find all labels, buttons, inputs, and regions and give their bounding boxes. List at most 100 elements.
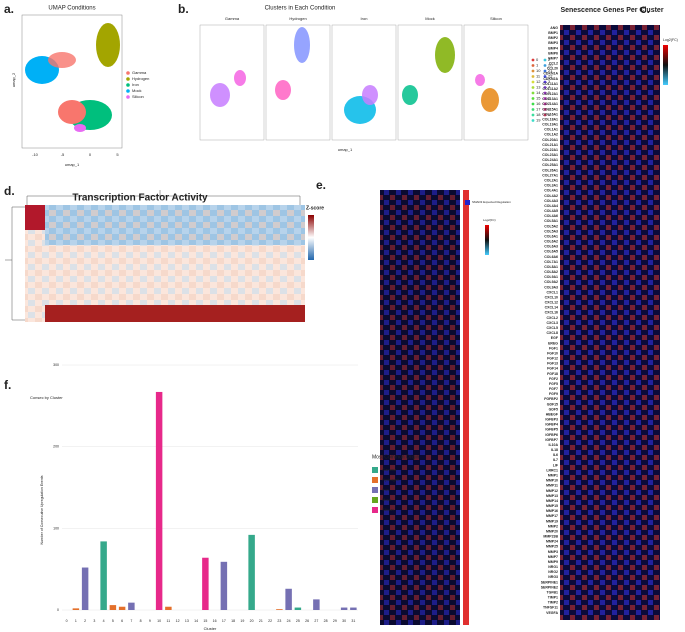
- gene-label: CDKN2A: [543, 77, 558, 81]
- gene-label: COL6A3: [544, 245, 558, 249]
- panel-label: d.: [4, 184, 15, 198]
- bar: [100, 541, 107, 610]
- x-tick-label: 4: [103, 619, 105, 623]
- gene-label: COL4A6: [544, 214, 558, 218]
- legend-label: Iron: [132, 82, 139, 87]
- x-tick-label: 9: [149, 619, 151, 623]
- legend-label: Hydrogen: [132, 76, 149, 81]
- chart-title: Consec by Cluster: [30, 395, 63, 400]
- legend-swatch: [543, 58, 547, 62]
- legend-label: Silicon: [132, 94, 144, 99]
- legend-label: 20: [548, 63, 553, 68]
- x-tick-label: 31: [351, 619, 355, 623]
- x-tick-label: 21: [259, 619, 263, 623]
- panel-label: a.: [4, 2, 14, 16]
- gene-label: COL4A5: [544, 209, 558, 213]
- panel-label: f.: [4, 378, 11, 392]
- legend-swatch: [531, 75, 535, 78]
- gene-label: FGF7: [549, 387, 558, 391]
- facet-label: Hydrogen: [289, 16, 306, 21]
- title: Senescence Genes Per Cluster: [560, 7, 663, 14]
- legend-label: 18: [536, 112, 541, 117]
- legend-label: 5: [548, 90, 551, 95]
- x-tick-label: 6: [121, 619, 123, 623]
- legend-swatch: [543, 97, 547, 100]
- facet-label: Gamma: [225, 16, 240, 21]
- gene-label: IL7: [553, 458, 558, 462]
- gene-label: FGF12: [547, 357, 558, 361]
- legend-label: 8: [548, 107, 551, 112]
- gene-label: TNFSF11: [543, 606, 558, 610]
- gene-label: COL24A1: [542, 158, 558, 162]
- x-tick-label: 23: [277, 619, 281, 623]
- legend-label: Gamma: [132, 70, 147, 75]
- x-tick-label: -10: [32, 152, 39, 157]
- legend-label: 21: [548, 68, 553, 73]
- bar: [294, 607, 302, 610]
- x-tick-label: -5: [61, 152, 65, 157]
- gene-label: CXCL10: [545, 295, 558, 299]
- x-tick-label: 8: [140, 619, 142, 623]
- gene-label: ANG: [550, 26, 558, 30]
- gene-label: MMP24: [546, 540, 558, 544]
- x-tick-label: 25: [296, 619, 300, 623]
- gene-label: CXCL16: [545, 311, 558, 315]
- x-tick-label: 24: [287, 619, 291, 623]
- x-tick-label: 7: [130, 619, 132, 623]
- gene-label: BMP1: [548, 31, 558, 35]
- title: Transcription Factor Activity: [72, 193, 208, 204]
- x-tick-label: 1: [75, 619, 77, 623]
- gene-label: LRRC1: [546, 468, 558, 472]
- gene-label: FGF5: [549, 382, 558, 386]
- x-tick-label: 18: [231, 619, 235, 623]
- legend-swatch: [372, 477, 378, 483]
- gene-label: VEGFA: [546, 611, 558, 615]
- x-tick-label: 16: [213, 619, 217, 623]
- gene-label: TGFB1: [547, 590, 559, 594]
- gene-label: COL1A1: [544, 128, 558, 132]
- gene-label: CXCL12: [545, 301, 558, 305]
- x-tick-label: 0: [66, 619, 68, 623]
- gene-label: COL21A1: [542, 143, 558, 147]
- gene-label: MMP1: [548, 474, 558, 478]
- gene-label: CXCL2: [547, 316, 559, 320]
- legend-label: 0: [536, 57, 539, 62]
- legend-swatch: [531, 102, 535, 106]
- x-tick-label: 19: [240, 619, 244, 623]
- gene-label: CXCL8: [547, 331, 559, 335]
- gene-label: TIMP1: [548, 596, 558, 600]
- gene-label: MMP10: [546, 479, 558, 483]
- gene-label: FGF18: [547, 372, 558, 376]
- gene-label: NRG1: [548, 565, 558, 569]
- gene-label: IGFBP5: [545, 428, 558, 432]
- gene-label: COL5A1: [544, 219, 558, 223]
- gene-label: COL14A1: [542, 102, 558, 106]
- gene-label: COL4A3: [544, 199, 558, 203]
- panel-label: b.: [178, 2, 189, 16]
- legend-swatch: [543, 80, 547, 84]
- legend-label: 15: [536, 96, 541, 101]
- legend-title: Most Common Origin: [372, 454, 419, 460]
- gene-label: COL26A1: [542, 168, 558, 172]
- legend-swatch: [531, 119, 535, 122]
- gene-label: COL6A2: [544, 240, 558, 244]
- decor: [5, 14, 668, 625]
- x-tick-label: 11: [167, 619, 171, 623]
- gene-label: MMP17: [546, 514, 558, 518]
- gene-label: MMP7: [548, 555, 558, 559]
- y-axis-label: Number of Consecutive Upregulation Event…: [40, 475, 44, 544]
- x-tick-label: 29: [333, 619, 337, 623]
- legend-swatch: [543, 91, 547, 95]
- legend-label: 19: [536, 118, 541, 123]
- gene-label: NRG3: [548, 575, 558, 579]
- legend-swatch: [531, 108, 535, 111]
- x-axis-label: Cluster: [204, 626, 217, 631]
- gene-label: TIMP2: [548, 601, 558, 605]
- legend-label: 3: [548, 79, 551, 84]
- legend-label: 13: [536, 85, 541, 90]
- legend-label: 4: [548, 85, 551, 90]
- legend-swatch: [531, 69, 535, 73]
- legend-swatch: [543, 64, 547, 67]
- gene-label: FGF2: [549, 377, 558, 381]
- gene-label: COL23A1: [542, 153, 558, 157]
